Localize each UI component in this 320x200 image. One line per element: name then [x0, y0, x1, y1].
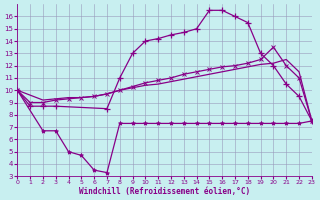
X-axis label: Windchill (Refroidissement éolien,°C): Windchill (Refroidissement éolien,°C)	[79, 187, 250, 196]
